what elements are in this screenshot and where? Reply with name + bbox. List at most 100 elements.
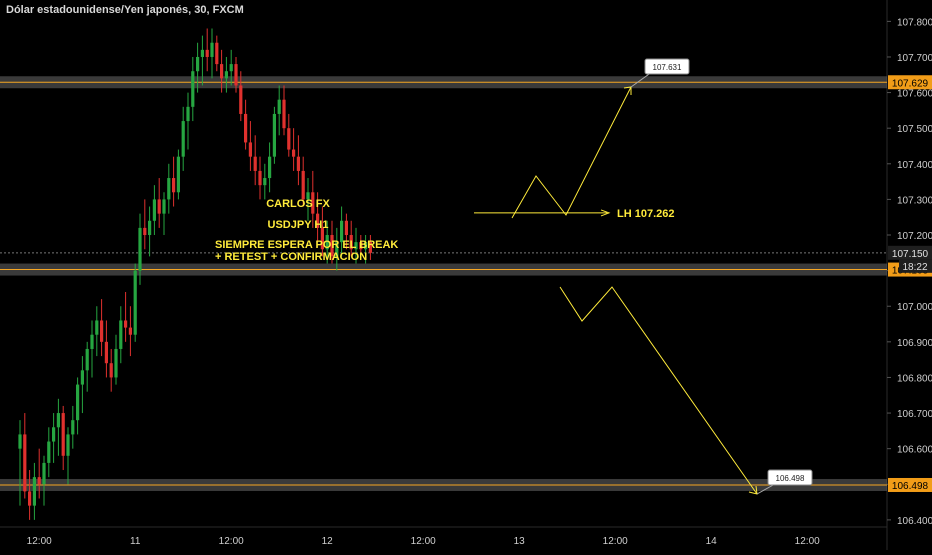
candle-body: [162, 199, 166, 214]
candle-body: [80, 370, 84, 385]
candle-body: [229, 64, 233, 72]
current-price-tag: [888, 245, 932, 260]
target-callout-connector: [756, 483, 776, 495]
candle-body: [124, 320, 128, 328]
lh-arrowhead: [600, 209, 611, 217]
candle-body: [248, 142, 252, 157]
candle-body: [18, 434, 22, 449]
candle-body: [359, 242, 363, 250]
candle-body: [311, 192, 315, 214]
candle-body: [76, 384, 80, 421]
candle-body: [138, 227, 142, 271]
chart-title: Dólar estadounidense/Yen japonés, 30, FX…: [6, 4, 244, 16]
y-tick-label: 107.000: [897, 302, 932, 313]
candle-body: [47, 441, 51, 463]
candle-body: [316, 213, 320, 228]
zone-price-tag: [888, 75, 932, 90]
candle-body: [95, 320, 99, 335]
target-callout-box: [767, 469, 813, 486]
candle-body: [100, 320, 104, 342]
candle-body: [196, 56, 200, 72]
candle-body: [157, 199, 161, 214]
candle-body: [296, 156, 300, 171]
countdown-label: 18:22: [902, 262, 927, 273]
candle-body: [301, 170, 305, 200]
y-tick-label: 107.500: [897, 124, 932, 135]
y-tick-label: 106.900: [897, 338, 932, 349]
target-callout-box: [644, 58, 690, 75]
candle-body: [224, 71, 228, 79]
candle-body: [253, 156, 257, 171]
candle-body: [37, 477, 41, 485]
candle-body: [56, 413, 60, 428]
y-tick-label: 107.600: [897, 89, 932, 100]
candle-body: [172, 178, 176, 193]
candle-body: [306, 192, 310, 200]
candle-body: [268, 156, 272, 179]
target-callout-label-lower: 106.498: [776, 474, 805, 483]
y-tick-label: 106.600: [897, 445, 932, 456]
lh-level-label: LH 107.262: [617, 208, 674, 220]
candle-body: [210, 42, 214, 57]
candle-body: [263, 178, 267, 186]
bearish-projection-path: [559, 286, 758, 495]
candle-body: [133, 270, 137, 335]
candle-body: [239, 85, 243, 114]
annotation-line-1: SIEMPRE ESPERA POR EL BREAK: [215, 239, 398, 251]
candle-body: [368, 242, 372, 253]
candle-body: [181, 121, 185, 157]
candle-body: [186, 106, 190, 122]
candle-body: [143, 227, 147, 236]
annotation-author: CARLOS FX: [266, 198, 330, 210]
candle-body: [52, 427, 56, 442]
candle-body: [167, 178, 171, 200]
x-tick-label: 14: [706, 536, 718, 547]
y-tick-label: 107.400: [897, 160, 932, 171]
countdown-tag: [899, 259, 932, 273]
y-tick-label: 107.700: [897, 53, 932, 64]
y-tick-label: 106.400: [897, 516, 932, 527]
candle-body: [152, 199, 156, 221]
candle-body: [234, 64, 238, 86]
candle-body: [244, 113, 248, 143]
candle-body: [23, 434, 27, 492]
candle-body: [61, 413, 65, 456]
x-tick-label: 13: [514, 536, 526, 547]
candle-body: [109, 363, 113, 378]
target-callout-label-upper: 107.631: [653, 63, 682, 72]
zone-price-tag-label: 107.629: [892, 78, 929, 89]
candle-body: [176, 156, 180, 193]
y-tick-label: 107.300: [897, 195, 932, 206]
candle-body: [282, 99, 286, 129]
y-tick-label: 107.800: [897, 17, 932, 28]
candle-body: [325, 235, 329, 250]
y-tick-label: 107.200: [897, 231, 932, 242]
candle-body: [66, 434, 70, 456]
candle-body: [215, 42, 219, 65]
candle-body: [128, 327, 132, 335]
candle-body: [277, 99, 281, 114]
zone-price-tag-label: 106.498: [892, 481, 929, 492]
candle-body: [28, 491, 32, 506]
x-tick-label: 12:00: [219, 536, 244, 547]
candle-body: [191, 71, 195, 107]
candle-body: [85, 348, 89, 371]
x-tick-label: 12:00: [603, 536, 628, 547]
candle-body: [104, 341, 108, 364]
candle-body: [32, 477, 36, 506]
annotation-symbol: USDJPY H1: [268, 219, 329, 231]
candle-body: [114, 348, 118, 378]
x-tick-label: 12:00: [411, 536, 436, 547]
zone-price-tag: [888, 477, 932, 492]
candle-body: [119, 320, 123, 349]
candle-body: [349, 235, 353, 250]
candle-body: [148, 220, 152, 236]
candle-body: [205, 49, 209, 57]
current-price-tag-label: 107.150: [892, 249, 929, 260]
bullish-projection-path: [511, 86, 632, 219]
candle-body: [220, 64, 224, 79]
y-tick-label: 106.800: [897, 373, 932, 384]
candle-body: [90, 334, 94, 349]
